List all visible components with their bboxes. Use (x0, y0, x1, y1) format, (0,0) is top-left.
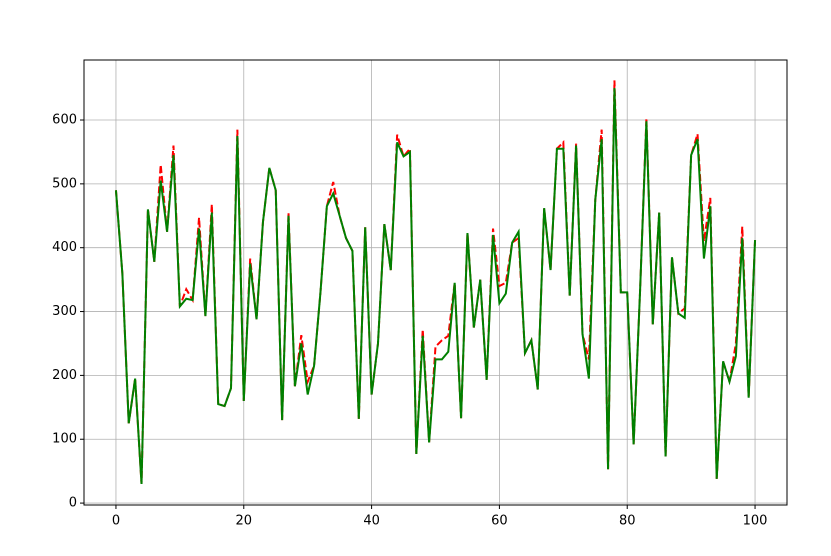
y-tick-label: 200 (52, 368, 77, 383)
plot-area (84, 60, 787, 505)
x-tick-label: 60 (491, 514, 508, 529)
y-tick-label: 100 (52, 432, 77, 447)
y-tick-label: 0 (69, 496, 77, 511)
axes-frame (83, 59, 788, 506)
y-tick-label: 600 (52, 113, 77, 128)
y-tick-label: 500 (52, 176, 77, 191)
x-tick-label: 0 (112, 514, 120, 529)
x-tick-label: 20 (235, 514, 252, 529)
y-tick-label: 300 (52, 304, 77, 319)
x-tick-label: 100 (743, 514, 768, 529)
data-line (114, 88, 757, 484)
y-tick-label: 400 (52, 240, 77, 255)
plot-layer (84, 60, 787, 505)
x-tick-label: 80 (619, 514, 636, 529)
x-tick-label: 40 (363, 514, 380, 529)
